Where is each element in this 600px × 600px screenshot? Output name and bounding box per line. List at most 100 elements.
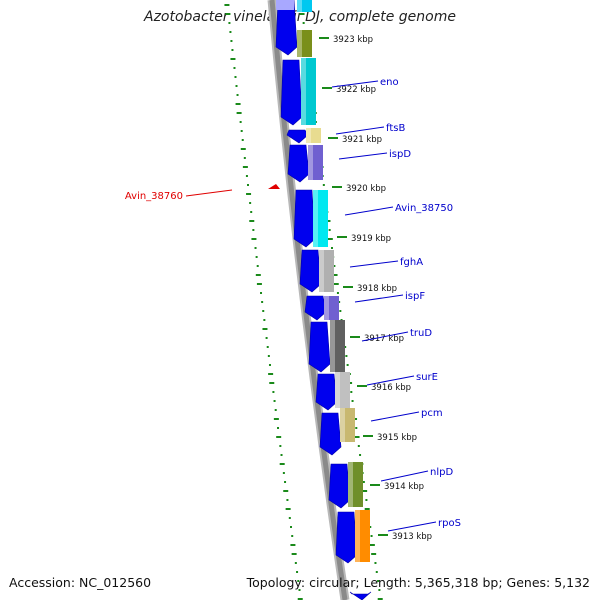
gc-dot: [371, 553, 376, 555]
ruler-label: 3923 kbp: [333, 35, 373, 45]
gc-dot: [269, 382, 274, 384]
minus-strand-gene: [281, 60, 302, 125]
gc-dot: [241, 148, 246, 150]
ruler-label: 3916 kbp: [371, 383, 411, 393]
label-leader: [388, 522, 436, 531]
gc-dot: [329, 229, 331, 231]
gc-dot: [246, 175, 248, 177]
gc-dot: [347, 364, 349, 366]
gc-dot: [290, 526, 292, 528]
gc-dot: [244, 157, 246, 159]
label-leader: [355, 295, 403, 302]
gc-dot: [365, 508, 370, 510]
ruler-label: 3913 kbp: [392, 532, 432, 542]
gc-dot: [230, 58, 235, 60]
cog-box-shine: [308, 145, 313, 180]
gc-dot: [365, 499, 367, 501]
minus-strand-gene: [320, 413, 341, 455]
cog-box-shine: [340, 408, 345, 442]
gc-dot: [284, 481, 286, 483]
cog-box-shine: [297, 0, 302, 12]
gc-dot: [256, 274, 261, 276]
gc-dot: [281, 454, 283, 456]
cog-box-shine: [355, 510, 360, 562]
gene-label: fghA: [400, 257, 423, 268]
gc-dot: [228, 22, 230, 24]
gc-dot: [237, 112, 242, 114]
gc-dot: [370, 544, 375, 546]
gc-dot: [359, 454, 361, 456]
gc-dot: [290, 544, 295, 546]
gene-label: nlpD: [430, 467, 453, 478]
accession-text: Accession: NC_012560: [9, 575, 151, 590]
gc-dot: [230, 40, 232, 42]
gc-dot: [272, 391, 274, 393]
ruler-label: 3919 kbp: [351, 234, 391, 244]
gc-dot: [266, 337, 268, 339]
highlight-label: Avin_38760: [125, 191, 183, 202]
gc-dot: [249, 220, 254, 222]
gc-dot: [300, 13, 305, 15]
gene-label: surE: [416, 372, 438, 383]
gc-dot: [247, 184, 249, 186]
summary-text: Topology: circular; Length: 5,365,318 bp…: [247, 575, 590, 590]
highlight-leader: [186, 190, 232, 196]
gc-dot: [263, 319, 265, 321]
gc-dot: [267, 346, 269, 348]
gc-dot: [234, 76, 236, 78]
highlight-arrow-icon: [268, 184, 280, 189]
gc-dot: [252, 229, 254, 231]
gc-dot: [376, 571, 378, 573]
gc-dot: [240, 121, 242, 123]
minus-strand-gene: [300, 250, 321, 292]
gc-dot: [233, 67, 235, 69]
highlight-marker: Avin_38760: [125, 184, 280, 202]
minus-strand-gene: [329, 464, 350, 508]
gc-dot: [274, 418, 279, 420]
gc-dot: [339, 310, 341, 312]
gc-dot: [371, 535, 373, 537]
gc-dot: [323, 184, 325, 186]
gc-dot: [283, 472, 285, 474]
gc-dot: [262, 310, 264, 312]
ruler-label: 3918 kbp: [357, 284, 397, 294]
gene-label: rpoS: [438, 518, 461, 529]
gene-fade: [276, 0, 294, 10]
gene-label: truD: [410, 328, 432, 339]
label-leader: [345, 207, 393, 215]
gc-dot: [261, 301, 263, 303]
gc-dot: [236, 103, 241, 105]
ruler-label: 3914 kbp: [384, 482, 424, 492]
gc-dot: [224, 4, 229, 6]
gc-dot: [268, 355, 270, 357]
gc-dot: [255, 247, 257, 249]
ruler-label: 3922 kbp: [336, 85, 376, 95]
gc-dot: [250, 211, 252, 213]
cog-box-shine: [297, 30, 302, 57]
gc-dot: [355, 436, 360, 438]
label-leader: [336, 127, 384, 134]
gc-dot: [296, 571, 298, 573]
ruler-label: 3921 kbp: [342, 135, 382, 145]
gc-dot: [241, 130, 243, 132]
gc-dot: [269, 364, 271, 366]
minus-strand-gene: [309, 322, 330, 372]
gc-dot: [358, 445, 360, 447]
gene-label: pcm: [421, 408, 443, 419]
gc-dot: [374, 562, 376, 564]
gene-label: ispD: [389, 149, 411, 160]
minus-strand-gene: [350, 592, 371, 600]
gc-dot: [260, 292, 262, 294]
ruler-label: 3915 kbp: [377, 433, 417, 443]
gc-dot: [289, 517, 291, 519]
gc-dot: [352, 400, 354, 402]
label-leader: [371, 412, 419, 421]
gc-dot: [280, 463, 285, 465]
gc-dot: [295, 562, 297, 564]
gene-label: ftsB: [386, 123, 405, 134]
minus-strand-gene: [288, 145, 309, 182]
label-leader: [339, 153, 387, 159]
gc-dot: [350, 391, 352, 393]
minus-strand-gene: [336, 512, 357, 563]
